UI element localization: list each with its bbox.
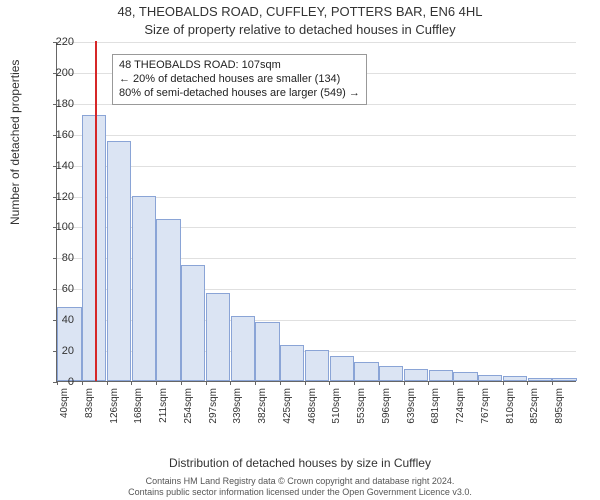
- x-tick: [107, 381, 108, 385]
- x-tick: [305, 381, 306, 385]
- histogram-bar: [478, 375, 502, 381]
- x-tick: [82, 381, 83, 385]
- x-tick: [230, 381, 231, 385]
- histogram-bar: [107, 141, 131, 381]
- histogram-bar: [552, 378, 576, 381]
- chart-container: 48, THEOBALDS ROAD, CUFFLEY, POTTERS BAR…: [0, 0, 600, 500]
- y-tick-label: 220: [44, 36, 74, 48]
- x-tick-label: 339sqm: [232, 388, 243, 438]
- x-tick-label: 168sqm: [133, 388, 144, 438]
- x-tick-label: 510sqm: [331, 388, 342, 438]
- footer-line1: Contains HM Land Registry data © Crown c…: [0, 476, 600, 487]
- histogram-bar: [453, 372, 477, 381]
- y-tick-label: 40: [44, 314, 74, 326]
- x-tick: [379, 381, 380, 385]
- x-tick-label: 254sqm: [183, 388, 194, 438]
- x-tick-label: 810sqm: [505, 388, 516, 438]
- histogram-bar: [330, 356, 354, 381]
- x-tick: [354, 381, 355, 385]
- y-tick-label: 120: [44, 191, 74, 203]
- x-tick-label: 767sqm: [480, 388, 491, 438]
- histogram-bar: [82, 115, 106, 381]
- chart-title-line1: 48, THEOBALDS ROAD, CUFFLEY, POTTERS BAR…: [0, 4, 600, 19]
- x-tick-label: 724sqm: [455, 388, 466, 438]
- x-tick-label: 681sqm: [430, 388, 441, 438]
- x-tick: [527, 381, 528, 385]
- y-tick-label: 200: [44, 67, 74, 79]
- x-tick-label: 83sqm: [84, 388, 95, 438]
- annotation-line3: 80% of semi-detached houses are larger (…: [119, 87, 360, 101]
- x-axis-label: Distribution of detached houses by size …: [0, 456, 600, 470]
- histogram-bar: [429, 370, 453, 381]
- x-tick-label: 553sqm: [356, 388, 367, 438]
- footer-line2: Contains public sector information licen…: [0, 487, 600, 498]
- histogram-bar: [305, 350, 329, 381]
- gridline: [57, 166, 576, 167]
- histogram-bar: [354, 362, 378, 381]
- histogram-bar: [181, 265, 205, 381]
- x-tick-label: 596sqm: [381, 388, 392, 438]
- x-tick-label: 468sqm: [307, 388, 318, 438]
- x-tick: [404, 381, 405, 385]
- x-tick: [156, 381, 157, 385]
- gridline: [57, 135, 576, 136]
- x-tick: [453, 381, 454, 385]
- y-tick-label: 60: [44, 283, 74, 295]
- y-tick-label: 180: [44, 98, 74, 110]
- x-tick: [428, 381, 429, 385]
- y-tick-label: 100: [44, 221, 74, 233]
- x-tick-label: 852sqm: [529, 388, 540, 438]
- x-tick: [131, 381, 132, 385]
- histogram-bar: [503, 376, 527, 381]
- histogram-bar: [206, 293, 230, 381]
- x-tick: [206, 381, 207, 385]
- x-tick: [478, 381, 479, 385]
- y-tick-label: 0: [44, 376, 74, 388]
- x-tick: [280, 381, 281, 385]
- histogram-bar: [528, 378, 552, 381]
- annotation-box: 48 THEOBALDS ROAD: 107sqm ← 20% of detac…: [112, 54, 367, 105]
- x-tick-label: 40sqm: [59, 388, 70, 438]
- x-tick: [503, 381, 504, 385]
- x-tick-label: 126sqm: [109, 388, 120, 438]
- histogram-bar: [379, 366, 403, 381]
- histogram-bar: [156, 219, 180, 381]
- x-tick-label: 639sqm: [406, 388, 417, 438]
- y-tick-label: 80: [44, 252, 74, 264]
- property-marker-line: [95, 41, 97, 381]
- x-tick: [552, 381, 553, 385]
- annotation-line1: 48 THEOBALDS ROAD: 107sqm: [119, 59, 360, 73]
- x-tick: [329, 381, 330, 385]
- histogram-bar: [231, 316, 255, 381]
- x-tick: [181, 381, 182, 385]
- footer-attribution: Contains HM Land Registry data © Crown c…: [0, 476, 600, 498]
- annotation-line2: ← 20% of detached houses are smaller (13…: [119, 73, 360, 87]
- chart-title-line2: Size of property relative to detached ho…: [0, 22, 600, 37]
- histogram-bar: [255, 322, 279, 381]
- x-tick-label: 895sqm: [554, 388, 565, 438]
- histogram-bar: [132, 196, 156, 381]
- x-tick-label: 382sqm: [257, 388, 268, 438]
- y-tick-label: 160: [44, 129, 74, 141]
- y-axis-label: Number of detached properties: [8, 60, 22, 225]
- x-tick-label: 297sqm: [208, 388, 219, 438]
- x-tick: [255, 381, 256, 385]
- x-tick-label: 425sqm: [282, 388, 293, 438]
- x-tick-label: 211sqm: [158, 388, 169, 438]
- y-tick-label: 140: [44, 160, 74, 172]
- histogram-bar: [404, 369, 428, 381]
- y-tick-label: 20: [44, 345, 74, 357]
- histogram-bar: [280, 345, 304, 381]
- gridline: [57, 42, 576, 43]
